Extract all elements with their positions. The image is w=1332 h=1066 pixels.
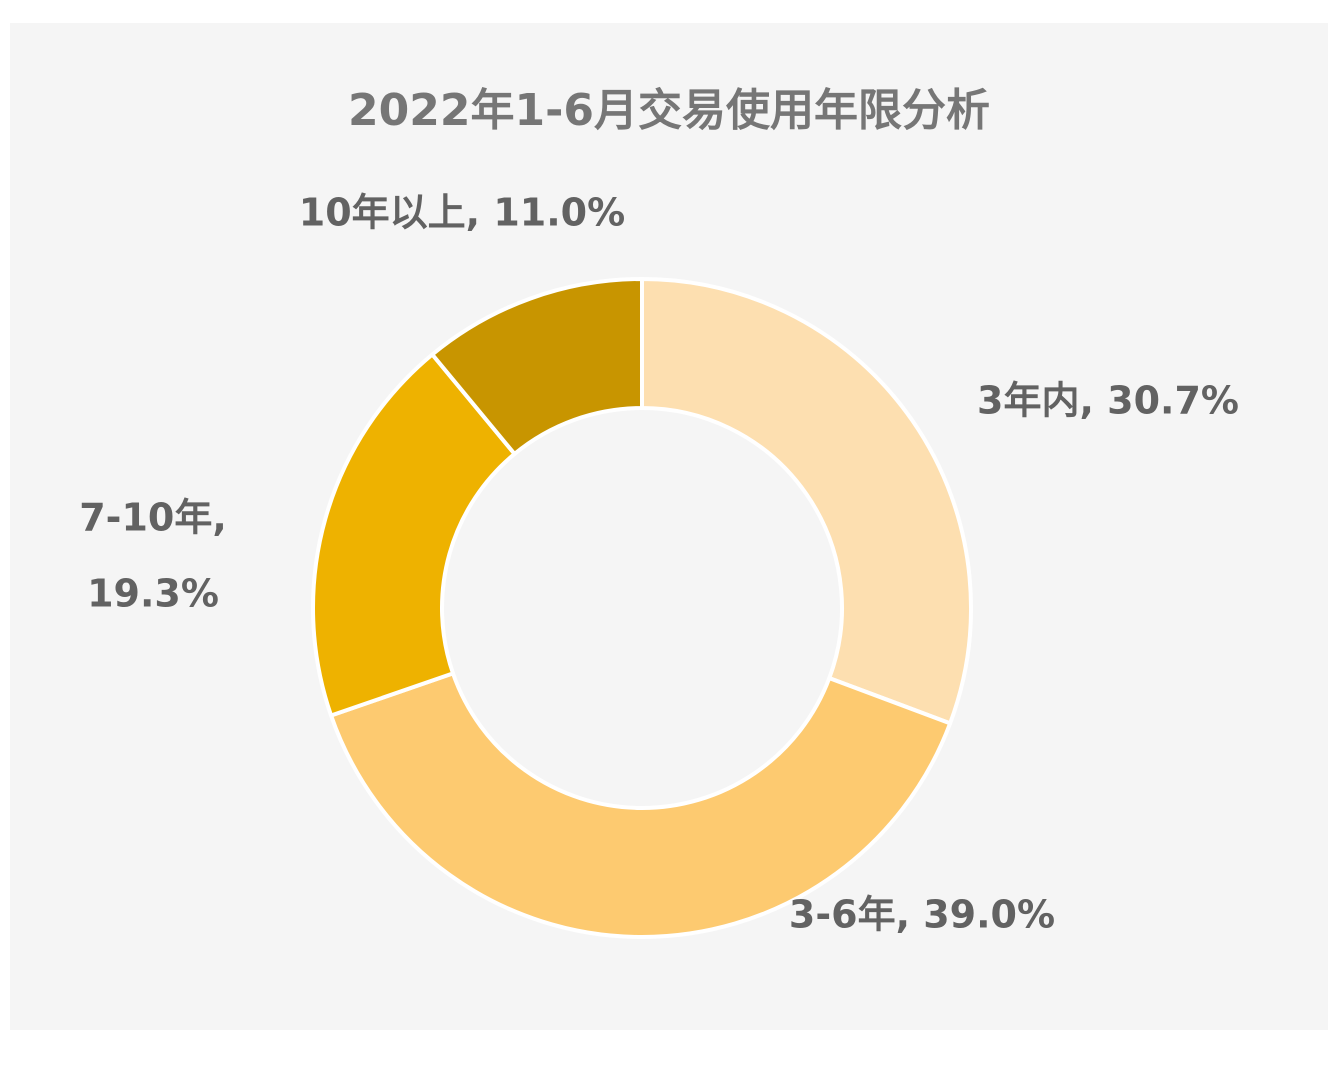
slice-data-label: 19.3% (87, 572, 219, 616)
donut-slice (430, 277, 644, 456)
donut-slice (640, 277, 973, 726)
donut-slice (329, 671, 953, 939)
slice-data-label: 3-6年, 39.0% (789, 893, 1055, 937)
donut-slice (311, 352, 517, 718)
chart-title: 2022年1-6月交易使用年限分析 (348, 85, 990, 136)
slice-data-label: 10年以上, 11.0% (299, 191, 625, 235)
slice-data-label: 7-10年, (79, 496, 227, 540)
slice-data-label: 3年内, 30.7% (977, 379, 1239, 423)
